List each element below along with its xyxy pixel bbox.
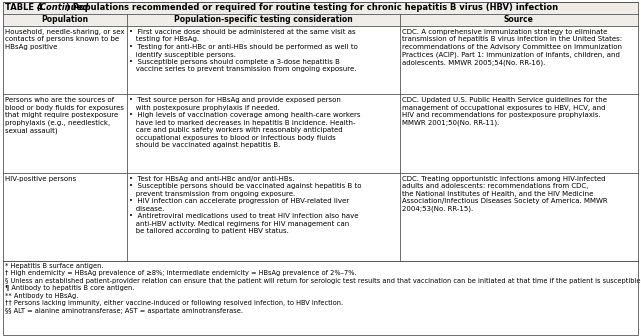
Text: •  Test source person for HBsAg and provide exposed person
   with postexposure : • Test source person for HBsAg and provi…	[129, 97, 360, 149]
Text: •  First vaccine dose should be administered at the same visit as
   testing for: • First vaccine dose should be administe…	[129, 29, 358, 73]
Text: TABLE 4.: TABLE 4.	[5, 3, 49, 12]
Text: CDC. A comprehensive immunization strategy to eliminate
transmission of hepatiti: CDC. A comprehensive immunization strate…	[402, 29, 622, 66]
Text: ) Populations recommended or required for routine testing for chronic hepatitis : ) Populations recommended or required fo…	[66, 3, 558, 12]
Text: * Hepatitis B surface antigen.
† High endemicity = HBsAg prevalence of ≥8%; inte: * Hepatitis B surface antigen. † High en…	[5, 263, 641, 314]
Text: HIV-positive persons: HIV-positive persons	[5, 176, 76, 182]
Text: Persons who are the sources of
blood or body fluids for exposures
that might req: Persons who are the sources of blood or …	[5, 97, 124, 134]
Bar	[3, 173, 638, 261]
Bar	[3, 14, 638, 26]
Text: Household, needle-sharing, or sex
contacts of persons known to be
HBsAg positive: Household, needle-sharing, or sex contac…	[5, 29, 124, 50]
Text: Population-specific testing consideration: Population-specific testing consideratio…	[174, 15, 353, 25]
Text: CDC. Treating opportunistic infections among HIV-infected
adults and adolescents: CDC. Treating opportunistic infections a…	[402, 176, 608, 212]
Text: (Continued: (Continued	[37, 3, 88, 12]
Bar	[3, 94, 638, 173]
Text: Source: Source	[504, 15, 534, 25]
Bar	[3, 26, 638, 94]
Text: •  Test for HBsAg and anti-HBc and/or anti-HBs.
•  Susceptible persons should be: • Test for HBsAg and anti-HBc and/or ant…	[129, 176, 362, 234]
Bar	[3, 1, 638, 14]
Text: Population: Population	[42, 15, 88, 25]
Text: CDC. Updated U.S. Public Health Service guidelines for the
management of occupat: CDC. Updated U.S. Public Health Service …	[402, 97, 607, 126]
